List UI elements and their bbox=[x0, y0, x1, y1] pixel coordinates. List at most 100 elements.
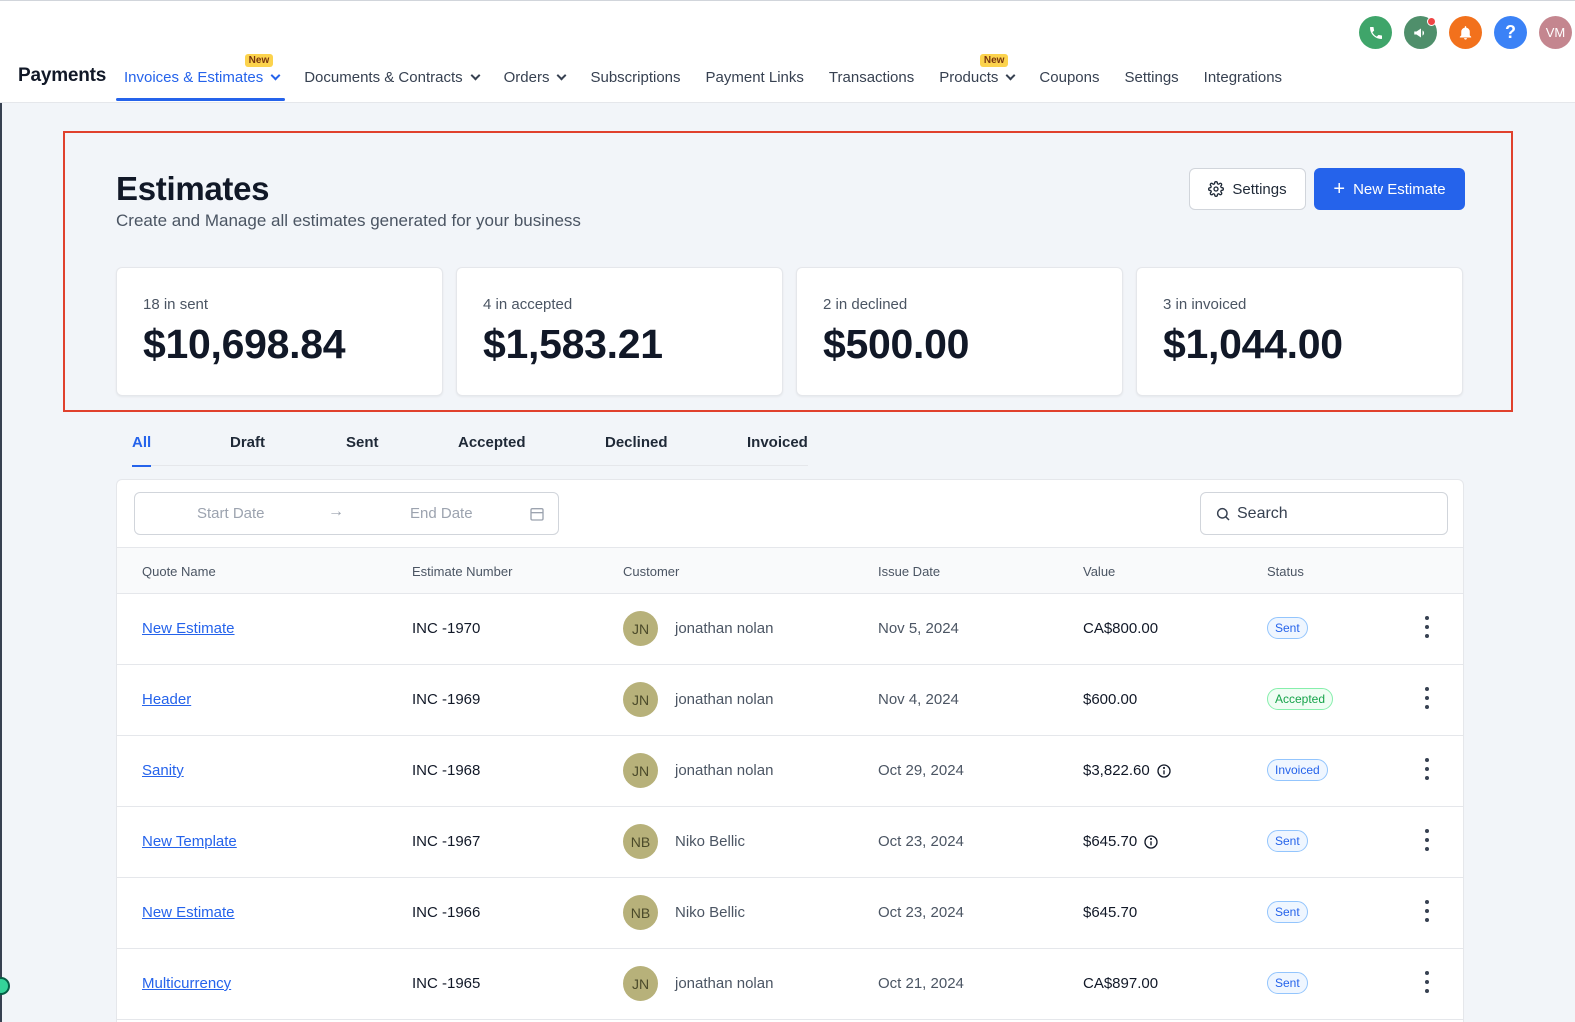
column-header-value[interactable]: Value bbox=[1083, 564, 1116, 579]
stat-card: 3 in invoiced $1,044.00 bbox=[1136, 267, 1463, 396]
table-row[interactable]: Multicurrency INC -1965 JN jonathan nolan Oc… bbox=[117, 949, 1463, 1020]
menu-dot bbox=[1425, 838, 1429, 842]
value-amount: $645.70 bbox=[1083, 833, 1138, 850]
customer-name: jonathan nolan bbox=[675, 762, 774, 779]
new-estimate-button[interactable]: + New Estimate bbox=[1314, 168, 1465, 210]
bell-icon-button[interactable] bbox=[1449, 16, 1482, 49]
settings-button[interactable]: Settings bbox=[1189, 168, 1306, 210]
stat-value: $1,044.00 bbox=[1163, 321, 1343, 367]
menu-dot bbox=[1425, 776, 1429, 780]
table-row[interactable]: New Estimate INC -1970 JN jonathan nolan Nov… bbox=[117, 594, 1463, 665]
search-box[interactable] bbox=[1200, 492, 1448, 535]
more-options-icon[interactable] bbox=[1420, 616, 1434, 638]
info-icon[interactable] bbox=[1143, 834, 1159, 850]
nav-item-label: Transactions bbox=[828, 69, 915, 86]
phone-icon bbox=[1368, 25, 1384, 41]
menu-dot bbox=[1425, 696, 1429, 700]
column-header-status[interactable]: Status bbox=[1267, 564, 1304, 579]
more-options-icon[interactable] bbox=[1420, 758, 1434, 780]
nav-item-settings[interactable]: Settings bbox=[1124, 61, 1178, 101]
customer-avatar: JN bbox=[623, 753, 658, 788]
more-options-icon[interactable] bbox=[1420, 900, 1434, 922]
status-badge: Sent bbox=[1267, 972, 1308, 994]
estimate-number: INC -1966 bbox=[412, 904, 481, 921]
column-header-customer[interactable]: Customer bbox=[623, 564, 680, 579]
phone-icon-button[interactable] bbox=[1359, 16, 1392, 49]
start-date-placeholder[interactable]: Start Date bbox=[197, 505, 265, 522]
date-range-picker[interactable]: Start Date → End Date bbox=[134, 492, 559, 535]
megaphone-icon-button[interactable] bbox=[1404, 16, 1437, 49]
estimate-value: CA$897.00 bbox=[1083, 975, 1158, 992]
new-estimate-label: New Estimate bbox=[1353, 180, 1446, 198]
settings-button-label: Settings bbox=[1232, 180, 1287, 198]
more-options-icon[interactable] bbox=[1420, 687, 1434, 709]
estimate-number: INC -1967 bbox=[412, 833, 481, 850]
customer-name: jonathan nolan bbox=[675, 620, 774, 637]
column-header-estimate-number[interactable]: Estimate Number bbox=[412, 564, 513, 579]
nav-item-payment-links[interactable]: Payment Links bbox=[706, 61, 804, 101]
estimate-value: $600.00 bbox=[1083, 691, 1137, 708]
top-right-icons: ? VM bbox=[1359, 16, 1572, 49]
customer-avatar: NB bbox=[623, 895, 658, 930]
tab-declined[interactable]: Declined bbox=[605, 434, 668, 451]
nav-item-transactions[interactable]: Transactions bbox=[829, 61, 914, 101]
help-icon-button[interactable]: ? bbox=[1494, 16, 1527, 49]
stat-label: 2 in declined bbox=[823, 296, 908, 313]
quote-name-link[interactable]: Header bbox=[142, 691, 192, 708]
chevron-down-icon bbox=[270, 70, 281, 81]
nav-item-documents-contracts[interactable]: Documents & Contracts bbox=[304, 61, 481, 101]
nav-item-label: Products bbox=[939, 69, 999, 86]
menu-dot bbox=[1425, 900, 1429, 904]
calendar-icon bbox=[530, 508, 544, 521]
avatar-initials: VM bbox=[1545, 25, 1566, 40]
value-amount: $600.00 bbox=[1083, 691, 1138, 708]
table-row[interactable]: Sanity INC -1968 JN jonathan nolan Oct 29, 2… bbox=[117, 736, 1463, 807]
tab-draft[interactable]: Draft bbox=[230, 434, 266, 451]
column-header-issue-date[interactable]: Issue Date bbox=[878, 564, 941, 579]
page-subtitle: Create and Manage all estimates generate… bbox=[116, 211, 581, 230]
megaphone-icon bbox=[1412, 24, 1430, 42]
avatar[interactable]: VM bbox=[1539, 16, 1572, 49]
main-nav: Invoices & Estimates New Documents & Contr… bbox=[115, 54, 1307, 103]
column-header-quote-name[interactable]: Quote Name bbox=[142, 564, 216, 579]
tab-invoiced[interactable]: Invoiced bbox=[747, 434, 808, 451]
stat-card: 18 in sent $10,698.84 bbox=[116, 267, 443, 396]
end-date-placeholder[interactable]: End Date bbox=[410, 505, 473, 522]
menu-dot bbox=[1425, 909, 1429, 913]
floating-widget-icon[interactable] bbox=[0, 977, 10, 995]
quote-name-link[interactable]: Sanity bbox=[142, 762, 184, 779]
quote-name-link[interactable]: New Template bbox=[142, 833, 237, 850]
chevron-down-icon bbox=[557, 70, 567, 81]
new-badge: New bbox=[244, 54, 274, 67]
info-icon[interactable] bbox=[1156, 763, 1172, 779]
menu-dot bbox=[1425, 687, 1429, 691]
quote-name-link[interactable]: New Estimate bbox=[142, 904, 235, 921]
customer-name: Niko Bellic bbox=[675, 833, 746, 850]
arrow-right-icon: → bbox=[328, 503, 344, 520]
nav-item-orders[interactable]: Orders bbox=[504, 61, 567, 101]
more-options-icon[interactable] bbox=[1420, 971, 1434, 993]
tab-all[interactable]: All bbox=[132, 434, 152, 467]
nav-item-coupons[interactable]: Coupons bbox=[1039, 61, 1099, 101]
quote-name-link[interactable]: New Estimate bbox=[142, 620, 235, 637]
customer-name: jonathan nolan bbox=[675, 691, 774, 708]
table-row[interactable]: New Template INC -1967 NB Niko Bellic Oct 23… bbox=[117, 807, 1463, 878]
tab-accepted[interactable]: Accepted bbox=[458, 434, 526, 451]
issue-date: Oct 23, 2024 bbox=[878, 833, 964, 850]
nav-item-subscriptions[interactable]: Subscriptions bbox=[590, 61, 680, 101]
stat-label: 4 in accepted bbox=[483, 296, 573, 313]
nav-item-invoices-estimates[interactable]: Invoices & Estimates New bbox=[115, 54, 286, 101]
nav-item-products[interactable]: Products New bbox=[939, 54, 1016, 101]
tab-sent[interactable]: Sent bbox=[346, 434, 379, 451]
more-options-icon[interactable] bbox=[1420, 829, 1434, 851]
value-amount: $645.70 bbox=[1083, 904, 1138, 921]
customer-name: Niko Bellic bbox=[675, 904, 746, 921]
menu-dot bbox=[1425, 980, 1429, 984]
top-navigation-bar: Payments Invoices & Estimates New Document… bbox=[0, 0, 1575, 103]
highlight-box bbox=[63, 131, 1513, 412]
table-row[interactable]: New Estimate INC -1966 NB Niko Bellic Oct 23… bbox=[117, 878, 1463, 949]
table-row[interactable]: Header INC -1969 JN jonathan nolan Nov 4, 20… bbox=[117, 665, 1463, 736]
search-input[interactable] bbox=[1237, 504, 1437, 523]
quote-name-link[interactable]: Multicurrency bbox=[142, 975, 232, 992]
nav-item-integrations[interactable]: Integrations bbox=[1204, 61, 1282, 101]
